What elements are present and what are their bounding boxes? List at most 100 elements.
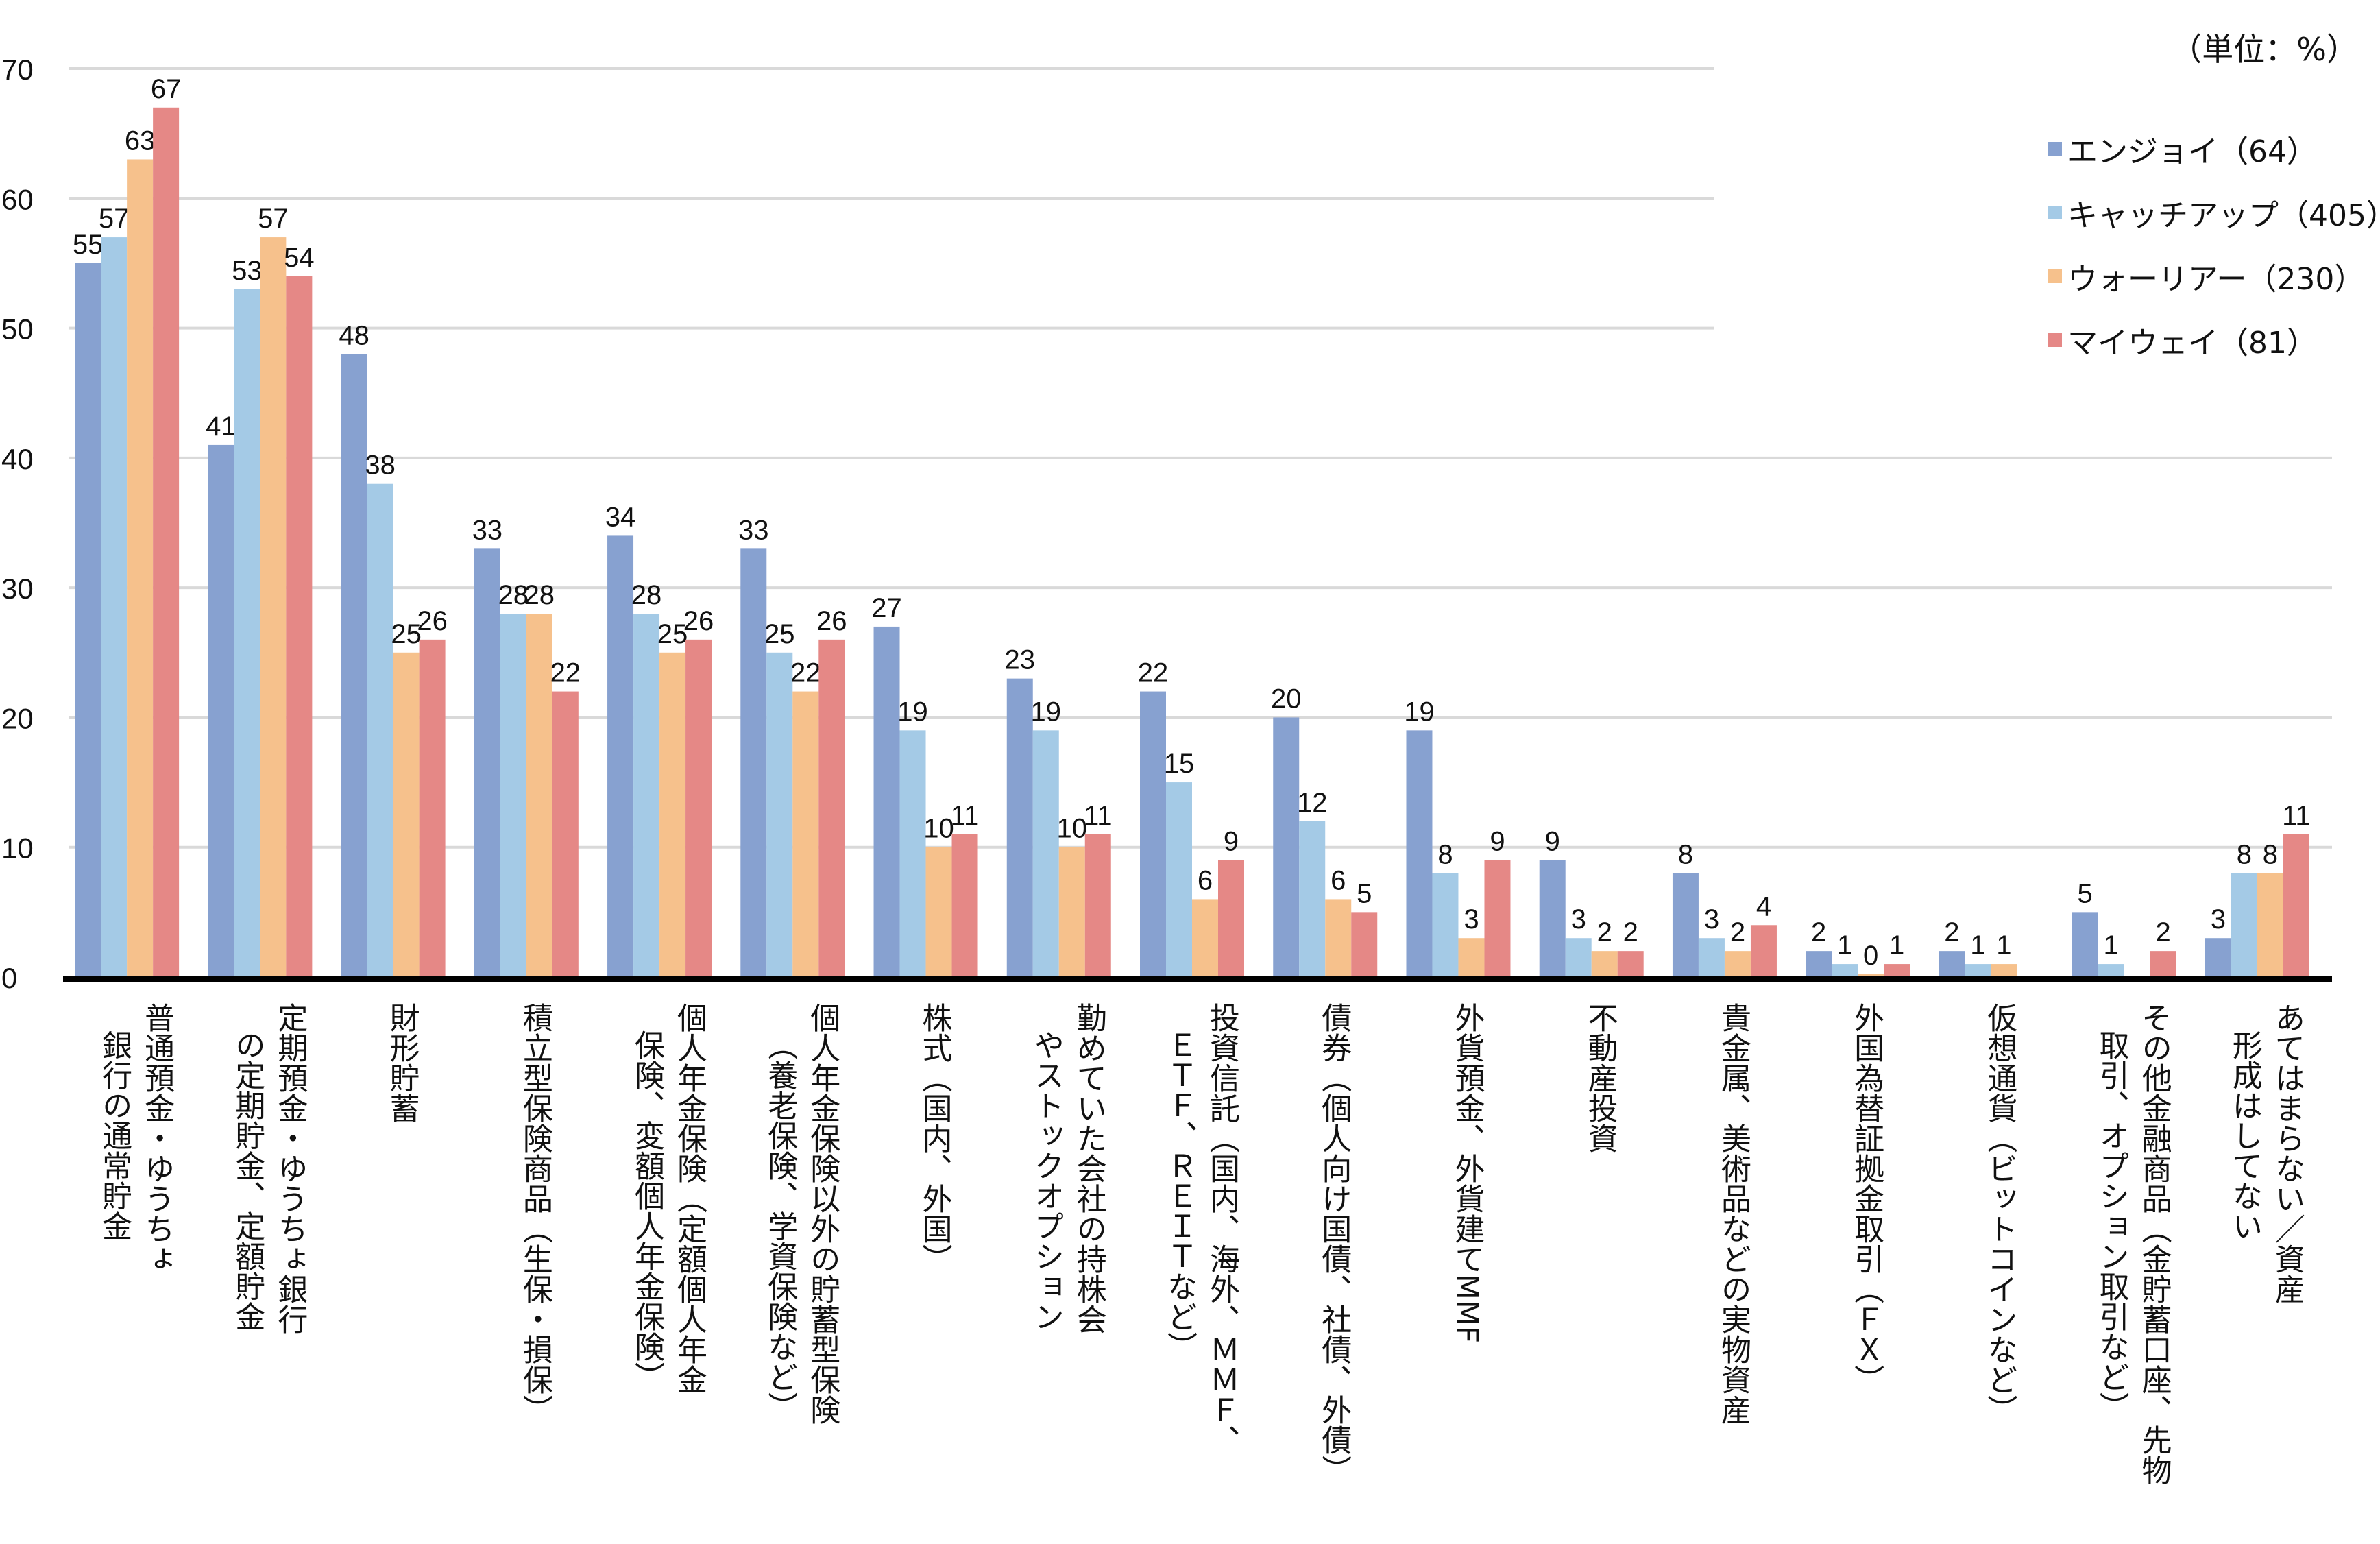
bar bbox=[1832, 964, 1858, 977]
bar bbox=[419, 639, 446, 977]
x-tick-label-line: その他金融商品（金貯蓄口座、先物 bbox=[2136, 1002, 2172, 1485]
data-label: 2 bbox=[1623, 917, 1638, 948]
bar bbox=[899, 730, 926, 977]
data-label: 19 bbox=[897, 697, 928, 727]
legend-swatch bbox=[2048, 141, 2062, 156]
y-tick-label: 60 bbox=[1, 183, 34, 215]
bar bbox=[1965, 964, 1991, 977]
bar bbox=[1140, 691, 1166, 977]
data-label: 1 bbox=[1837, 930, 1852, 961]
bar bbox=[1058, 847, 1085, 977]
bar bbox=[2205, 938, 2231, 977]
legend-swatch bbox=[2048, 205, 2062, 219]
data-label: 19 bbox=[1031, 697, 1062, 727]
bar bbox=[260, 237, 287, 978]
bar bbox=[552, 691, 579, 977]
bar bbox=[873, 626, 900, 977]
bar bbox=[526, 614, 552, 977]
bar bbox=[234, 289, 260, 977]
x-tick-label-line: 形成はしてない bbox=[2226, 1030, 2262, 1241]
bar bbox=[286, 276, 313, 977]
data-label: 28 bbox=[524, 580, 555, 610]
x-tick-label: あてはまらない／資産 形成はしてない bbox=[2223, 1002, 2308, 1304]
bar bbox=[1458, 938, 1485, 977]
data-label: 53 bbox=[232, 256, 263, 286]
data-label: 28 bbox=[498, 580, 529, 610]
bar bbox=[951, 834, 978, 977]
x-tick-label-line: 定期預金・ゆうちょ銀行 bbox=[272, 1002, 308, 1334]
y-tick-label: 70 bbox=[1, 53, 34, 86]
x-tick-label-line: 財形貯蓄 bbox=[384, 1002, 420, 1123]
legend-swatch bbox=[2048, 333, 2062, 347]
x-tick-label: 債券（個人向け国債、社債、外債） bbox=[1312, 1002, 1355, 1485]
data-label: 34 bbox=[605, 502, 636, 532]
data-label: 54 bbox=[284, 243, 315, 273]
x-tick-label-line: の定期貯金、定額貯金 bbox=[230, 1030, 265, 1331]
x-tick-label-line: ＥＴＦ、ＲＥＩＴなど） bbox=[1162, 1030, 1197, 1362]
y-tick-label: 20 bbox=[1, 702, 34, 734]
bar bbox=[208, 444, 234, 977]
bar bbox=[474, 548, 500, 977]
data-label: 26 bbox=[816, 606, 847, 636]
data-label: 8 bbox=[2237, 840, 2252, 870]
bar bbox=[607, 535, 634, 977]
data-label: 15 bbox=[1164, 749, 1195, 779]
legend-item: マイウェイ（81） bbox=[2048, 308, 2380, 372]
data-label: 23 bbox=[1005, 645, 1036, 675]
data-label: 3 bbox=[1571, 904, 1586, 934]
data-label: 0 bbox=[1863, 941, 1878, 971]
data-label: 57 bbox=[99, 204, 130, 234]
bar bbox=[925, 847, 952, 977]
data-label: 3 bbox=[1464, 904, 1479, 934]
data-label: 25 bbox=[391, 619, 422, 649]
data-label: 2 bbox=[1811, 917, 1826, 948]
data-label: 5 bbox=[2078, 878, 2093, 908]
data-label: 1 bbox=[1889, 930, 1904, 961]
bar bbox=[1032, 730, 1059, 977]
x-tick-label-line: 外国為替証拠金取引（ＦＸ） bbox=[1849, 1002, 1884, 1395]
y-tick-label: 30 bbox=[1, 572, 34, 605]
x-tick-label-line: 仮想通貨（ビットコインなど） bbox=[1982, 1002, 2017, 1425]
y-tick-label: 40 bbox=[1, 443, 34, 475]
legend: エンジョイ（64） キャッチアップ（405） ウォーリアー（230） マイウェイ（81… bbox=[2048, 117, 2380, 372]
y-tick-label: 50 bbox=[1, 313, 34, 346]
bar bbox=[1672, 873, 1699, 977]
x-tick-label: 勤めていた会社の持株会 やストックオプション bbox=[1025, 1002, 1110, 1334]
data-label: 55 bbox=[73, 230, 104, 260]
legend-label: キャッチアップ（405） bbox=[2067, 197, 2380, 233]
data-label: 9 bbox=[1490, 827, 1505, 857]
data-label: 1 bbox=[2104, 930, 2119, 961]
x-tick-label-line: 株式（国内、外国） bbox=[916, 1002, 952, 1274]
data-label: 28 bbox=[631, 580, 662, 610]
data-label: 8 bbox=[1437, 840, 1453, 870]
x-tick-label-line: 外貨預金、外貨建てMMF bbox=[1449, 1002, 1485, 1344]
data-label: 2 bbox=[1730, 917, 1745, 948]
data-label: 3 bbox=[2211, 904, 2226, 934]
bar bbox=[1724, 951, 1751, 977]
data-label: 11 bbox=[951, 801, 980, 831]
data-label: 22 bbox=[1138, 658, 1169, 688]
data-label: 8 bbox=[2263, 840, 2278, 870]
data-label: 2 bbox=[1944, 917, 1959, 948]
bar bbox=[685, 639, 712, 977]
bar bbox=[341, 354, 367, 977]
x-tick-label: 投資信託（国内、海外、ＭＭＦ、 ＥＴＦ、ＲＥＩＴなど） bbox=[1158, 1002, 1243, 1455]
data-label: 27 bbox=[871, 593, 902, 623]
data-label: 67 bbox=[151, 74, 182, 104]
x-tick-label-line: 個人年金保険（定額個人年金 bbox=[672, 1002, 707, 1395]
data-label: 19 bbox=[1404, 697, 1435, 727]
data-label: 10 bbox=[1057, 814, 1088, 844]
x-tick-label-line: やストックオプション bbox=[1028, 1030, 1064, 1331]
bar bbox=[1218, 860, 1244, 977]
y-tick-label: 0 bbox=[1, 962, 17, 994]
bar bbox=[1698, 938, 1725, 977]
bar bbox=[1432, 873, 1459, 977]
data-label: 57 bbox=[258, 204, 289, 234]
bar bbox=[153, 107, 180, 977]
data-label: 9 bbox=[1224, 827, 1239, 857]
bar bbox=[1617, 951, 1644, 977]
legend-label: エンジョイ（64） bbox=[2067, 134, 2317, 169]
x-tick-label-line: 債券（個人向け国債、社債、外債） bbox=[1316, 1002, 1352, 1485]
data-label: 3 bbox=[1704, 904, 1719, 934]
